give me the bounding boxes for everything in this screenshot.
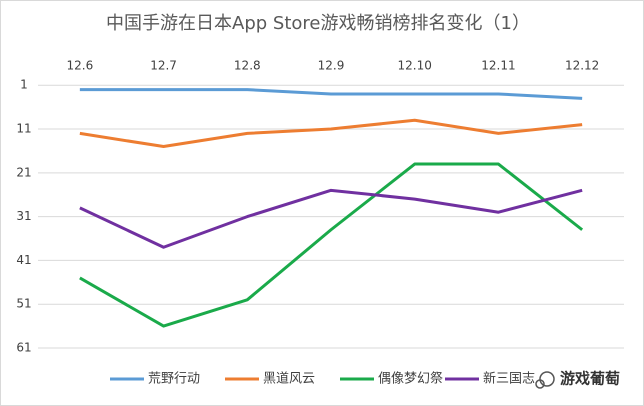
y-tick-label: 1 [20,78,28,92]
x-tick-label: 12.6 [66,59,93,73]
x-tick-label: 12.9 [318,59,345,73]
x-tick-label: 12.8 [234,59,261,73]
x-tick-label: 12.7 [150,59,177,73]
legend-label: 新三国志 [483,371,535,387]
x-tick-label: 12.11 [481,59,515,73]
series-line [79,88,583,100]
x-tick-label: 12.12 [565,59,599,73]
y-tick-label: 41 [16,253,31,267]
series-line [79,188,583,249]
series-line [79,118,583,149]
watermark: 游戏葡萄 [560,370,620,388]
y-tick-label: 51 [16,297,31,311]
y-tick-label: 61 [16,341,31,355]
legend-label: 荒野行动 [148,372,200,387]
legend-label: 黑道风云 [263,372,315,387]
chart-title: 中国手游在日本App Store游戏畅销榜排名变化（1） [106,13,530,34]
y-tick-label: 21 [16,165,31,179]
series-line [79,162,584,328]
x-tick-label: 12.10 [398,59,432,73]
legend-label: 偶像梦幻祭 [378,372,443,387]
y-tick-label: 31 [16,209,31,223]
y-tick-label: 11 [16,122,31,136]
watermark-icon [535,371,555,389]
